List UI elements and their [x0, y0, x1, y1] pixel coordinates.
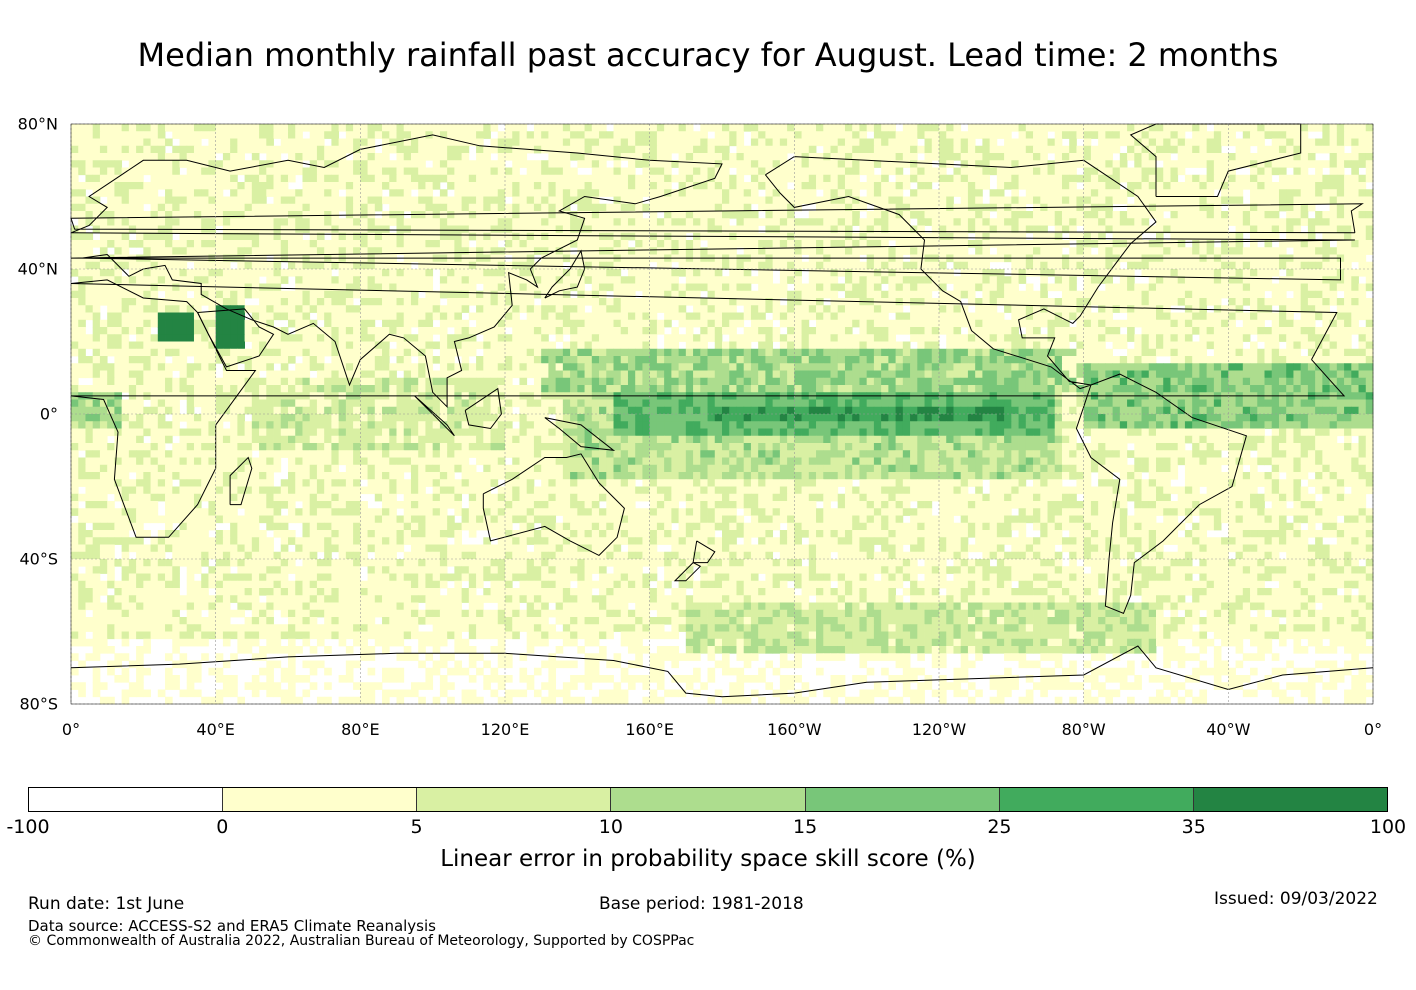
- colorbar-segment: [223, 788, 418, 811]
- colorbar-segment: [1193, 788, 1387, 811]
- colorbar-label: Linear error in probability space skill …: [440, 846, 976, 872]
- lon-label: 80°E: [341, 720, 380, 739]
- base-period: Base period: 1981-2018: [599, 894, 804, 914]
- chart-title: Median monthly rainfall past accuracy fo…: [137, 36, 1279, 74]
- data-source: Data source: ACCESS-S2 and ERA5 Climate …: [28, 917, 436, 935]
- lon-label: 40°E: [196, 720, 235, 739]
- colorbar-segment: [417, 788, 612, 811]
- lon-label: 120°W: [911, 720, 967, 739]
- colorbar-tick: 0: [216, 816, 229, 838]
- lon-label: 0°: [1363, 720, 1383, 739]
- lat-label: 0°: [39, 404, 58, 424]
- colorbar-segment: [999, 788, 1194, 811]
- lat-label: 40°N: [17, 259, 58, 279]
- skill-map: [70, 123, 1374, 705]
- colorbar-tick: 10: [598, 816, 623, 838]
- copyright: © Commonwealth of Australia 2022, Austra…: [28, 933, 695, 949]
- colorbar-segment: [29, 788, 224, 811]
- run-date: Run date: 1st June: [28, 894, 185, 914]
- lat-label: 80°N: [17, 114, 58, 134]
- colorbar-tick: 5: [410, 816, 423, 838]
- lon-label: 160°E: [625, 720, 674, 739]
- colorbar-tick: 25: [987, 816, 1012, 838]
- map-frame: [70, 123, 1374, 705]
- lon-label: 40°W: [1206, 720, 1251, 739]
- colorbar-tick: 15: [793, 816, 818, 838]
- colorbar-segment: [805, 788, 1000, 811]
- lat-label: 40°S: [19, 549, 58, 569]
- lat-label: 80°S: [19, 694, 58, 714]
- colorbar-tick: 35: [1181, 816, 1206, 838]
- lon-label: 80°W: [1061, 720, 1106, 739]
- map-panel: 80°N 40°N 0° 40°S 80°S 0° 40°E 80°E 120°E 160°E 1…: [0, 110, 1416, 750]
- lon-label: 160°W: [767, 720, 822, 739]
- colorbar: [28, 787, 1388, 812]
- skill-field: [71, 124, 1374, 705]
- coastlines: [70, 123, 1374, 698]
- colorbar-segment: [611, 788, 806, 811]
- issued-date: Issued: 09/03/2022: [1214, 889, 1378, 909]
- colorbar-tick: 100: [1369, 816, 1407, 838]
- lon-label: 0°: [61, 720, 81, 739]
- colorbar-tick: -100: [6, 816, 50, 838]
- lon-label: 120°E: [480, 720, 530, 739]
